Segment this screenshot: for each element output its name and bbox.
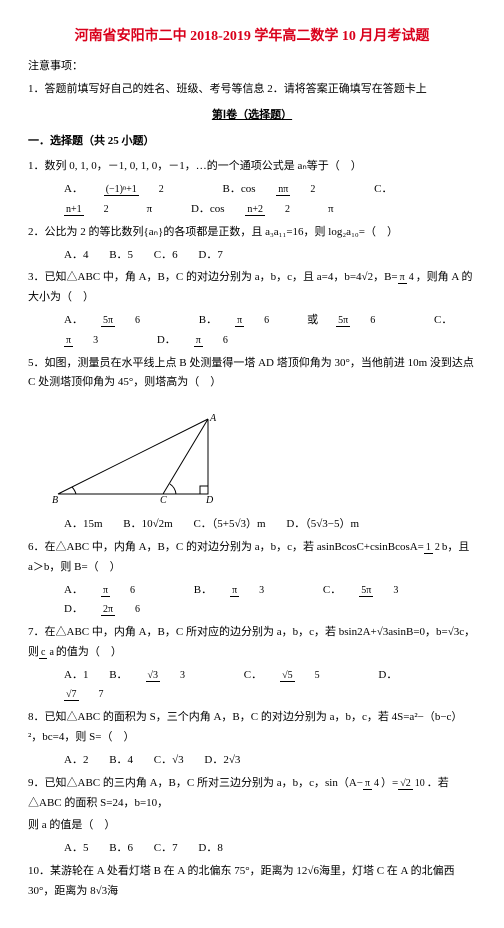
q1-opt-d: D．cos n+22π	[191, 203, 352, 215]
q8-opt-d: D．2√3	[204, 754, 240, 766]
question-5-options: A．15m B．10√2m C．（5+5√3）m D．（5√3−5）m	[64, 515, 476, 535]
q5-opt-a: A．15m	[64, 518, 103, 530]
exam-title: 河南省安阳市二中 2018-2019 学年高二数学 10 月月考试题	[28, 24, 476, 49]
question-9-line2: 则 a 的值是（ ）	[28, 816, 476, 836]
q8-opt-a: A．2	[64, 754, 88, 766]
q3-opt-a: A．5π6	[64, 314, 178, 326]
question-3-options: A．5π6 B．π6或5π6 C．π3 D．π6	[64, 311, 476, 351]
q8-opt-c: C．√3	[154, 754, 184, 766]
juan-label: 第Ⅰ卷（选择题）	[28, 106, 476, 126]
question-3: 3．已知△ABC 中，角 A，B，C 的对边分别为 a，b，c，且 a=4，b=…	[28, 268, 476, 308]
q6-opt-d: D．2π6	[64, 603, 178, 615]
q2-opt-b: B．5	[109, 249, 133, 261]
q6-opt-a: A．π6	[64, 584, 173, 596]
q3-opt-d: D．π6	[157, 334, 266, 346]
q5-opt-c: C．（5+5√3）m	[193, 518, 265, 530]
question-6-options: A．π6 B．π3 C．5π3 D．2π6	[64, 581, 476, 621]
svg-text:A: A	[209, 413, 217, 424]
q9-opt-c: C．7	[154, 842, 178, 854]
q1-opt-a: A． (−1)ⁿ+12	[64, 183, 205, 195]
q6-opt-b: B．π3	[194, 584, 302, 596]
q7-opt-b: B．√33	[109, 669, 223, 681]
notice-text: 1．答题前填写好自己的姓名、班级、考号等信息 2．请将答案正确填写在答题卡上	[28, 80, 476, 100]
q9-opt-a: A．5	[64, 842, 88, 854]
q5-opt-b: B．10√2m	[123, 518, 172, 530]
q2-opt-d: D．7	[198, 249, 222, 261]
svg-text:B: B	[52, 495, 58, 506]
q9-opt-d: D．8	[198, 842, 222, 854]
question-2: 2．公比为 2 的等比数列{aₙ}的各项都是正数，且 a₃a₁₁=16，则 lo…	[28, 223, 476, 243]
question-1-options: A． (−1)ⁿ+12 B．cos nπ2 C． n+12π D．cos n+2…	[64, 180, 476, 220]
q7-opt-a: A．1	[64, 669, 88, 681]
q7-opt-c: C．√55	[244, 669, 358, 681]
question-10: 10．某游轮在 A 处看灯塔 B 在 A 的北偏东 75°，距离为 12√6海里…	[28, 862, 476, 902]
question-8: 8．已知△ABC 的面积为 S，三个内角 A，B，C 的对边分别为 a，b，c，…	[28, 708, 476, 748]
notice-label: 注意事项：	[28, 57, 476, 77]
q2-opt-c: C．6	[154, 249, 178, 261]
svg-text:C: C	[160, 495, 167, 506]
q8-opt-b: B．4	[109, 754, 133, 766]
question-1: 1．数列 0, 1, 0，－1, 0, 1, 0，－1，…的一个通项公式是 aₙ…	[28, 157, 476, 177]
q2-opt-a: A．4	[64, 249, 88, 261]
question-6: 6．在△ABC 中，内角 A，B，C 的对边分别为 a，b，c，若 asinBc…	[28, 538, 476, 578]
question-7: 7．在△ABC 中，内角 A，B，C 所对应的边分别为 a，b，c，若 bsin…	[28, 623, 476, 663]
question-7-options: A．1 B．√33 C．√55 D．√77	[64, 666, 476, 706]
question-5: 5．如图，测量员在水平线上点 B 处测量得一塔 AD 塔顶仰角为 30°，当他前…	[28, 354, 476, 394]
question-8-options: A．2 B．4 C．√3 D．2√3	[64, 751, 476, 771]
q9-opt-b: B．6	[109, 842, 133, 854]
svg-text:D: D	[205, 495, 214, 506]
question-9: 9．已知△ABC 的三内角 A，B，C 所对三边分别为 a，b，c，sin（A−…	[28, 774, 476, 814]
q3-opt-b: B．π6或5π6	[199, 314, 413, 326]
question-9-options: A．5 B．6 C．7 D．8	[64, 839, 476, 859]
q5-opt-d: D．（5√3−5）m	[286, 518, 359, 530]
section-1-heading: 一．选择题（共 25 小题）	[28, 132, 476, 152]
triangle-diagram: B C D A	[48, 399, 228, 509]
q6-opt-c: C．5π3	[323, 584, 436, 596]
q1-opt-b: B．cos nπ2	[223, 183, 357, 195]
question-2-options: A．4 B．5 C．6 D．7	[64, 246, 476, 266]
